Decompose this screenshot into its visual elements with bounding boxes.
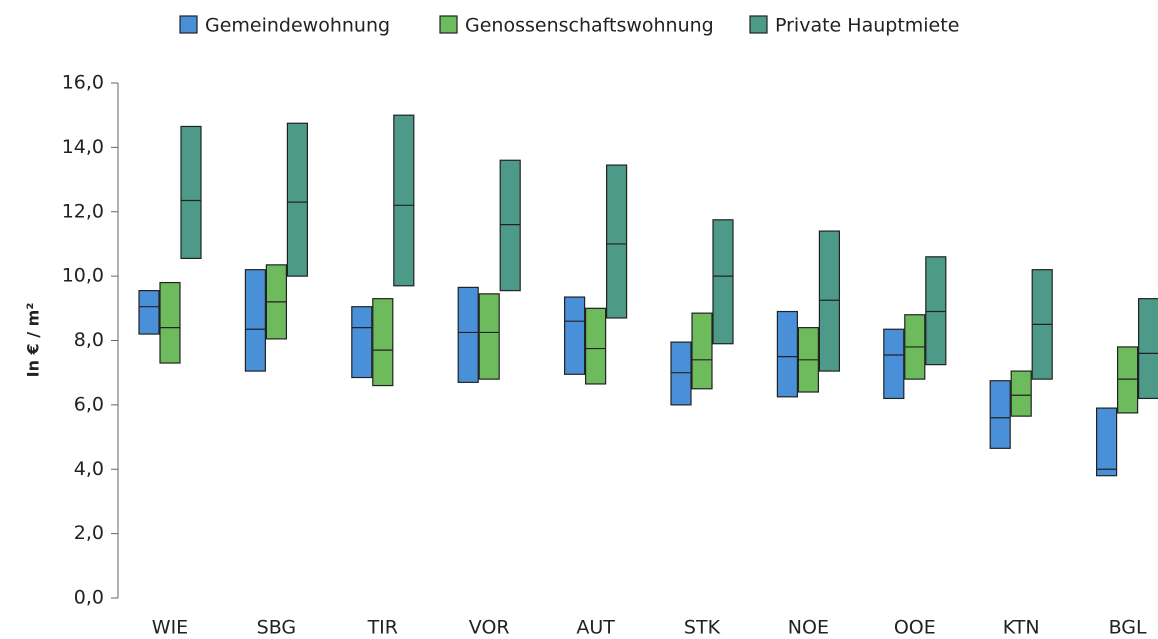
range-box [691,312,713,390]
range-box [1137,298,1158,400]
range-box [883,328,905,400]
x-tick-label: VOR [469,617,510,639]
legend-label: Genossenschaftswohnung [465,15,714,37]
x-tick-label: BGL [1109,617,1147,639]
y-tick-label: 14,0 [62,136,104,158]
x-tick-label: NOE [788,617,829,639]
range-box [1010,370,1032,417]
y-axis-label: In € / m² [24,303,43,378]
x-tick-label: KTN [1003,617,1040,639]
range-box [925,256,947,366]
range-box [351,306,373,379]
range-box [180,125,202,260]
y-tick-label: 0,0 [74,587,104,609]
range-box [584,307,607,385]
range-box [776,310,799,398]
range-box [1095,407,1118,477]
range-box [159,281,181,364]
range-box [499,159,521,292]
range-box [457,286,479,383]
range-box [605,164,628,319]
legend-label: Private Hauptmiete [775,15,959,37]
y-tick-label: 8,0 [74,329,104,351]
y-tick-label: 2,0 [74,522,104,544]
range-box [818,230,841,372]
y-tick-label: 12,0 [62,200,104,222]
y-tick-label: 10,0 [62,265,104,287]
x-tick-label: TIR [367,617,398,639]
y-tick-label: 16,0 [62,72,104,94]
range-box [393,114,415,287]
range-box [563,296,586,375]
range-box [286,122,308,277]
y-tick-label: 4,0 [74,458,104,480]
range-box [1116,346,1139,414]
range-box [244,269,266,372]
range-box [670,341,692,406]
range-box [478,293,500,380]
range-box [138,290,160,335]
legend-swatch [439,15,458,34]
range-box [372,298,394,387]
legend-label: Gemeindewohnung [205,15,390,37]
x-tick-label: WIE [152,617,188,639]
x-tick-label: AUT [576,617,615,639]
range-box [989,380,1011,449]
x-tick-label: SBG [257,617,296,639]
x-tick-label: STK [684,617,721,639]
range-box [712,219,734,345]
x-tick-label: OOE [894,617,936,639]
legend-swatch [179,15,198,34]
legend-swatch [749,15,768,34]
y-tick-label: 6,0 [74,393,104,415]
